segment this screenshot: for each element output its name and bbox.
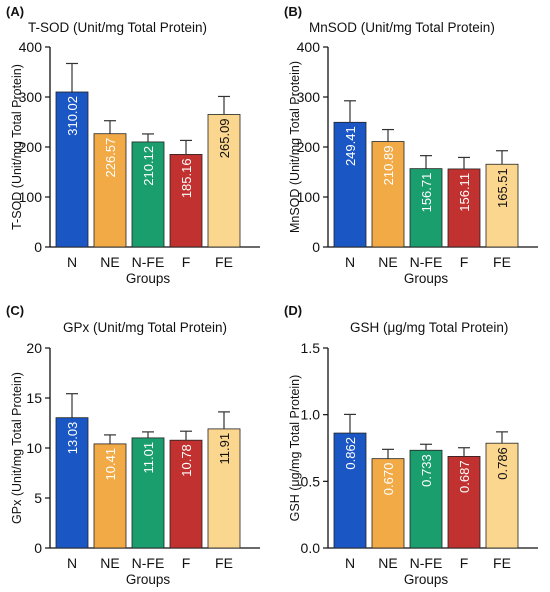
- bar-F: [169, 154, 203, 248]
- bar-N: [55, 91, 89, 248]
- y-tick-label: 100: [19, 189, 43, 205]
- y-tick-label: 5: [34, 490, 42, 506]
- y-tick-label: 200: [19, 139, 43, 155]
- y-tick-label: 0: [34, 239, 42, 255]
- x-tick-label: NE: [378, 254, 397, 270]
- data-label: 156.11: [457, 173, 472, 212]
- x-tick-label: N-FE: [410, 254, 443, 270]
- y-tick-label: 1.5: [301, 340, 321, 356]
- x-tick-label: FE: [215, 254, 233, 270]
- x-tick-label: F: [182, 555, 191, 571]
- bar-N: [333, 432, 367, 549]
- y-tick-label: 300: [19, 89, 43, 105]
- y-tick-label: 400: [297, 39, 321, 55]
- panel-label: (D): [284, 303, 302, 318]
- data-label: 165.51: [495, 168, 510, 208]
- x-axis-label: Groups: [404, 572, 449, 587]
- chart-panel-2: (B) MnSOD (Unit/mg Total Protein) 0 100 200 3…: [284, 4, 538, 286]
- bar-N: [55, 417, 89, 549]
- panel-label: (C): [6, 303, 24, 318]
- y-axis-label: MnSOD (Unit/mg Total Protein): [288, 61, 302, 233]
- panel-label: (A): [6, 4, 24, 19]
- y-tick-label: 15: [26, 390, 42, 406]
- bar-F: [447, 168, 481, 248]
- data-label: 11.91: [217, 433, 232, 465]
- x-tick-label: F: [460, 555, 469, 571]
- x-tick-label: FE: [493, 555, 511, 571]
- bar-F: [447, 455, 481, 549]
- y-tick-label: 300: [297, 89, 321, 105]
- chart-title: GPx (Unit/mg Total Protein): [63, 320, 227, 335]
- x-tick-label: FE: [493, 254, 511, 270]
- x-axis-label: Groups: [126, 572, 171, 587]
- y-axis-label: GPx (Unit/mg Total Protein): [10, 372, 24, 524]
- x-tick-label: F: [460, 254, 469, 270]
- bar-FE: [485, 163, 519, 248]
- chart-title: GSH (μg/mg Total Protein): [350, 320, 508, 335]
- bar-N-FE: [409, 168, 443, 248]
- x-tick-label: F: [182, 254, 191, 270]
- chart-title: T-SOD (Unit/mg Total Protein): [28, 20, 207, 35]
- y-tick-label: 10: [26, 440, 42, 456]
- x-tick-label: NE: [100, 555, 119, 571]
- x-tick-label: N: [345, 555, 355, 571]
- bar-F: [169, 439, 203, 549]
- data-label: 310.02: [65, 96, 80, 136]
- x-tick-label: N-FE: [132, 555, 165, 571]
- data-label: 226.57: [103, 138, 118, 178]
- panel-label: (B): [284, 4, 302, 19]
- bar-FE: [207, 114, 241, 248]
- bar-NE: [93, 133, 127, 248]
- bar-N: [333, 121, 367, 248]
- x-axis-label: Groups: [404, 271, 449, 286]
- x-tick-label: N-FE: [410, 555, 443, 571]
- data-label: 13.03: [65, 422, 80, 455]
- y-tick-label: 0.0: [301, 540, 321, 556]
- x-tick-label: N: [67, 254, 77, 270]
- data-label: 0.687: [457, 460, 472, 493]
- y-tick-label: 0.5: [301, 473, 321, 489]
- bar-N-FE: [131, 141, 165, 248]
- data-label: 249.41: [343, 126, 358, 166]
- y-axis-label: GSH (μg/mg Total Protein): [288, 375, 302, 522]
- chart-panel-1: (A) T-SOD (Unit/mg Total Protein) 0 100 200 3…: [6, 4, 260, 286]
- x-axis-label: Groups: [126, 271, 171, 286]
- x-tick-label: N: [345, 254, 355, 270]
- bar-NE: [371, 141, 405, 248]
- data-label: 210.89: [381, 146, 396, 186]
- data-label: 0.862: [343, 437, 358, 470]
- x-tick-label: NE: [100, 254, 119, 270]
- data-label: 265.09: [217, 118, 232, 158]
- data-label: 0.670: [381, 463, 396, 496]
- data-label: 10.41: [103, 448, 118, 481]
- y-tick-label: 0: [312, 239, 320, 255]
- data-label: 210.12: [141, 146, 156, 186]
- x-tick-label: NE: [378, 555, 397, 571]
- y-axis-label: T-SOD (Unit/mg Total Protein): [10, 64, 24, 230]
- chart-panel-3: (C)GPx (Unit/mg Total Protein)05101520GP…: [6, 303, 260, 587]
- y-tick-label: 100: [297, 189, 321, 205]
- y-tick-label: 400: [19, 39, 43, 55]
- data-label: 0.786: [495, 447, 510, 480]
- data-label: 10.78: [179, 444, 194, 477]
- y-tick-label: 200: [297, 139, 321, 155]
- data-label: 11.01: [141, 442, 156, 474]
- bar-FE: [485, 442, 519, 549]
- x-tick-label: N: [67, 555, 77, 571]
- chart-panel-4: (D) GSH (μg/mg Total Protein) 0.0 0.5 1.0 1.5…: [284, 303, 538, 587]
- y-tick-label: 20: [26, 340, 42, 356]
- data-label: 0.733: [419, 454, 434, 487]
- data-label: 156.71: [419, 173, 434, 213]
- x-tick-label: FE: [215, 555, 233, 571]
- y-tick-label: 1.0: [301, 407, 321, 423]
- chart-title: MnSOD (Unit/mg Total Protein): [309, 20, 495, 35]
- data-label: 185.16: [179, 158, 194, 198]
- y-tick-label: 0: [34, 540, 42, 556]
- x-tick-label: N-FE: [132, 254, 165, 270]
